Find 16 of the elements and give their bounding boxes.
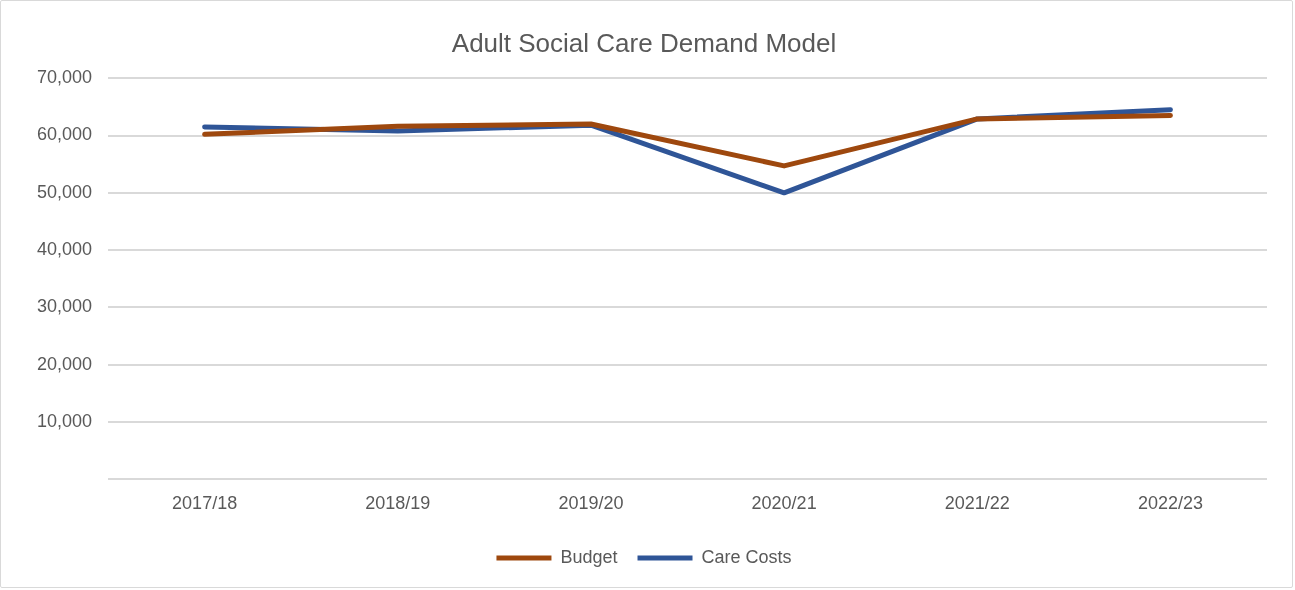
y-tick-label: 60,000: [36, 124, 93, 145]
x-tick-label: 2021/22: [944, 493, 1010, 514]
x-tick-label: 2017/18: [172, 493, 238, 514]
x-tick-label: 2020/21: [751, 493, 817, 514]
x-tick-label: 2019/20: [558, 493, 624, 514]
legend-label: Care Costs: [701, 546, 792, 567]
y-tick-label: 70,000: [36, 67, 93, 88]
y-tick-label: 10,000: [36, 411, 93, 432]
legend-label: Budget: [560, 546, 618, 567]
y-tick-label: 50,000: [36, 181, 93, 202]
x-tick-label: 2018/19: [365, 493, 431, 514]
y-tick-label: 30,000: [36, 296, 93, 317]
chart-title: Adult Social Care Demand Model: [451, 27, 837, 58]
y-tick-label: 40,000: [36, 239, 93, 260]
y-tick-label: 20,000: [36, 353, 93, 374]
x-tick-label: 2022/23: [1137, 493, 1203, 514]
